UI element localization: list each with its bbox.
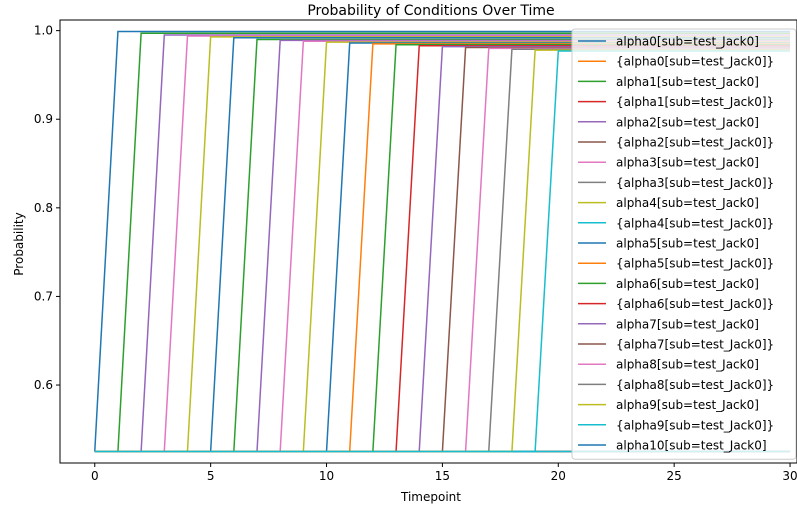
legend-entry-label: alpha10[sub=test_Jack0] bbox=[616, 439, 767, 453]
x-tick-label: 30 bbox=[782, 469, 797, 483]
x-axis: 0 5 10 15 20 25 30 bbox=[91, 463, 797, 483]
x-tick-label: 5 bbox=[207, 469, 215, 483]
legend-entry-label: alpha5[sub=test_Jack0] bbox=[616, 237, 759, 251]
legend-entry-label: alpha9[sub=test_Jack0] bbox=[616, 398, 759, 412]
legend-entry-label: alpha2[sub=test_Jack0] bbox=[616, 115, 759, 129]
legend-entry-label: alpha0[sub=test_Jack0] bbox=[616, 35, 759, 49]
x-tick-label: 0 bbox=[91, 469, 99, 483]
x-tick-label: 20 bbox=[551, 469, 566, 483]
legend-entry-label: alpha4[sub=test_Jack0] bbox=[616, 196, 759, 210]
legend-entry-label: alpha8[sub=test_Jack0] bbox=[616, 358, 759, 372]
legend-entry-label: alpha6[sub=test_Jack0] bbox=[616, 277, 759, 291]
legend-entry-label: {alpha9[sub=test_Jack0]} bbox=[616, 418, 774, 432]
legend-entry-label: {alpha6[sub=test_Jack0]} bbox=[616, 297, 774, 311]
legend-entry-label: alpha1[sub=test_Jack0] bbox=[616, 75, 759, 89]
legend-entry-label: {alpha0[sub=test_Jack0]} bbox=[616, 55, 774, 69]
y-tick-label: 0.8 bbox=[34, 201, 53, 215]
series-line-0 bbox=[94, 30, 791, 452]
legend-entry-label: alpha3[sub=test_Jack0] bbox=[616, 156, 759, 170]
y-tick-label: 0.9 bbox=[34, 112, 53, 126]
legend: alpha0[sub=test_Jack0] {alpha0[sub=test_J… bbox=[571, 28, 797, 460]
x-tick-label: 15 bbox=[435, 469, 450, 483]
y-axis: 0.6 0.7 0.8 0.9 1.0 bbox=[34, 24, 60, 392]
legend-entry-label: {alpha7[sub=test_Jack0]} bbox=[616, 338, 774, 352]
legend-entry-label: {alpha5[sub=test_Jack0]} bbox=[616, 257, 774, 271]
y-tick-label: 0.7 bbox=[34, 289, 53, 303]
x-tick-label: 10 bbox=[319, 469, 334, 483]
axes-frame bbox=[59, 19, 797, 464]
x-tick-label: 25 bbox=[667, 469, 682, 483]
chart-title: Probability of Conditions Over Time bbox=[307, 3, 554, 19]
legend-entry-label: alpha7[sub=test_Jack0] bbox=[616, 317, 759, 331]
legend-box bbox=[571, 28, 797, 460]
legend-entry-label: {alpha1[sub=test_Jack0]} bbox=[616, 95, 774, 109]
x-axis-label: Timepoint bbox=[400, 490, 461, 504]
legend-entry-label: {alpha3[sub=test_Jack0]} bbox=[616, 176, 774, 190]
legend-entry-label: {alpha4[sub=test_Jack0]} bbox=[616, 216, 774, 230]
y-tick-label: 1.0 bbox=[34, 24, 53, 38]
legend-entry-label: {alpha8[sub=test_Jack0]} bbox=[616, 378, 774, 392]
y-tick-label: 0.6 bbox=[34, 378, 53, 392]
legend-entry-label: {alpha2[sub=test_Jack0]} bbox=[616, 136, 774, 150]
y-axis-label: Probability bbox=[12, 212, 26, 275]
